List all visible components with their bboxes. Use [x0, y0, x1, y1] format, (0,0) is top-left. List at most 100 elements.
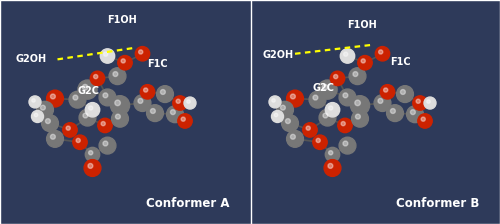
Ellipse shape: [339, 89, 356, 106]
Ellipse shape: [356, 114, 360, 119]
Ellipse shape: [352, 110, 368, 127]
Ellipse shape: [328, 164, 333, 168]
Ellipse shape: [98, 118, 112, 133]
Ellipse shape: [328, 106, 333, 110]
Ellipse shape: [286, 119, 290, 124]
Ellipse shape: [82, 84, 88, 90]
Ellipse shape: [88, 106, 93, 110]
Ellipse shape: [406, 106, 424, 123]
Ellipse shape: [376, 47, 390, 61]
Ellipse shape: [386, 105, 404, 121]
Ellipse shape: [88, 151, 93, 155]
Ellipse shape: [418, 114, 432, 128]
Ellipse shape: [100, 49, 114, 63]
Ellipse shape: [400, 90, 406, 95]
Ellipse shape: [338, 118, 352, 133]
Ellipse shape: [109, 68, 126, 84]
Ellipse shape: [276, 101, 293, 118]
Ellipse shape: [274, 113, 278, 117]
Ellipse shape: [113, 72, 118, 77]
Ellipse shape: [66, 126, 70, 130]
Ellipse shape: [86, 103, 100, 117]
Ellipse shape: [144, 88, 148, 92]
Ellipse shape: [156, 86, 174, 103]
Ellipse shape: [34, 113, 38, 117]
Ellipse shape: [134, 95, 151, 111]
Ellipse shape: [334, 75, 338, 79]
Ellipse shape: [104, 52, 108, 56]
Ellipse shape: [286, 130, 304, 147]
Ellipse shape: [32, 99, 35, 102]
Ellipse shape: [36, 101, 54, 118]
Ellipse shape: [112, 110, 128, 127]
Ellipse shape: [303, 123, 317, 137]
Ellipse shape: [140, 85, 154, 99]
Ellipse shape: [166, 106, 184, 123]
Text: F1OH: F1OH: [348, 20, 378, 30]
Ellipse shape: [46, 90, 64, 107]
Ellipse shape: [355, 100, 360, 106]
Ellipse shape: [46, 119, 51, 124]
Ellipse shape: [79, 109, 96, 126]
Ellipse shape: [160, 90, 166, 95]
Ellipse shape: [50, 94, 56, 99]
Ellipse shape: [341, 122, 345, 126]
Ellipse shape: [32, 110, 44, 123]
Ellipse shape: [187, 100, 190, 103]
Ellipse shape: [46, 130, 64, 147]
Ellipse shape: [136, 47, 149, 61]
Ellipse shape: [83, 113, 88, 118]
Text: G2C: G2C: [78, 86, 100, 96]
Text: G2C: G2C: [312, 84, 334, 93]
Ellipse shape: [42, 115, 58, 132]
Ellipse shape: [322, 84, 328, 90]
Ellipse shape: [378, 50, 383, 54]
Ellipse shape: [184, 97, 196, 109]
Ellipse shape: [350, 96, 370, 115]
Ellipse shape: [306, 126, 310, 130]
Ellipse shape: [86, 147, 100, 162]
Ellipse shape: [340, 49, 354, 63]
Ellipse shape: [396, 86, 413, 103]
Ellipse shape: [318, 80, 337, 99]
Ellipse shape: [410, 110, 416, 115]
Text: G2OH: G2OH: [262, 50, 294, 60]
Ellipse shape: [110, 96, 130, 115]
Ellipse shape: [63, 123, 77, 137]
Ellipse shape: [99, 89, 116, 106]
Ellipse shape: [116, 114, 120, 119]
Ellipse shape: [424, 97, 436, 109]
Ellipse shape: [378, 99, 383, 103]
Ellipse shape: [313, 95, 318, 100]
Ellipse shape: [290, 134, 296, 139]
Text: F1OH: F1OH: [108, 15, 137, 25]
Ellipse shape: [90, 71, 104, 86]
Ellipse shape: [328, 151, 333, 155]
Ellipse shape: [103, 93, 108, 98]
Ellipse shape: [73, 135, 87, 149]
Text: F1C: F1C: [390, 57, 410, 67]
Ellipse shape: [358, 56, 372, 70]
Ellipse shape: [330, 71, 344, 86]
Ellipse shape: [323, 113, 328, 118]
Ellipse shape: [319, 109, 336, 126]
Ellipse shape: [176, 99, 180, 103]
Ellipse shape: [272, 110, 283, 123]
Ellipse shape: [339, 137, 356, 154]
Ellipse shape: [324, 159, 341, 177]
Ellipse shape: [50, 134, 56, 139]
Ellipse shape: [343, 93, 348, 98]
Ellipse shape: [146, 105, 164, 121]
Ellipse shape: [84, 159, 101, 177]
Ellipse shape: [173, 96, 187, 110]
Ellipse shape: [150, 109, 156, 114]
Ellipse shape: [374, 95, 391, 111]
Text: G2OH: G2OH: [15, 54, 46, 64]
Ellipse shape: [349, 68, 366, 84]
Ellipse shape: [118, 56, 132, 70]
Ellipse shape: [115, 100, 120, 106]
Ellipse shape: [103, 141, 108, 146]
Ellipse shape: [99, 137, 116, 154]
Ellipse shape: [269, 96, 281, 108]
Ellipse shape: [88, 164, 93, 168]
